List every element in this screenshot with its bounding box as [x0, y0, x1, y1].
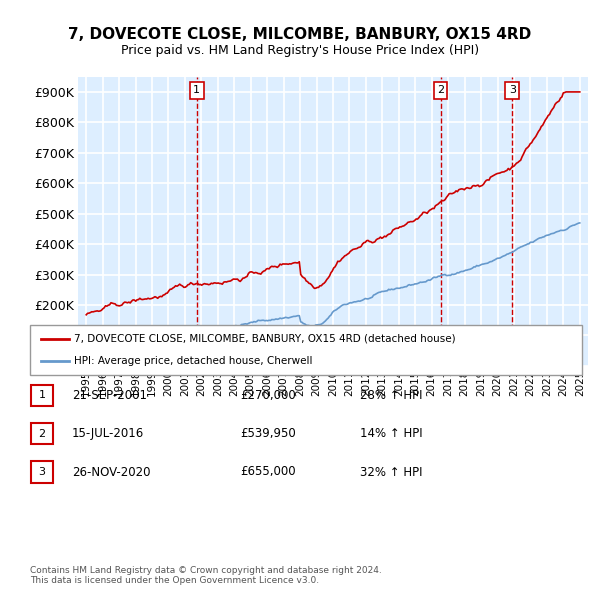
Text: 2: 2	[38, 429, 46, 438]
Text: £539,950: £539,950	[240, 427, 296, 440]
Text: 15-JUL-2016: 15-JUL-2016	[72, 427, 144, 440]
Text: 3: 3	[509, 86, 516, 96]
Text: 26-NOV-2020: 26-NOV-2020	[72, 466, 151, 478]
Text: HPI: Average price, detached house, Cherwell: HPI: Average price, detached house, Cher…	[74, 356, 313, 366]
Text: 28% ↑ HPI: 28% ↑ HPI	[360, 389, 422, 402]
FancyBboxPatch shape	[30, 324, 582, 375]
Text: £270,000: £270,000	[240, 389, 296, 402]
FancyBboxPatch shape	[31, 385, 53, 406]
Text: 14% ↑ HPI: 14% ↑ HPI	[360, 427, 422, 440]
Text: 7, DOVECOTE CLOSE, MILCOMBE, BANBURY, OX15 4RD: 7, DOVECOTE CLOSE, MILCOMBE, BANBURY, OX…	[68, 27, 532, 41]
Text: 21-SEP-2001: 21-SEP-2001	[72, 389, 147, 402]
FancyBboxPatch shape	[31, 461, 53, 483]
Text: £655,000: £655,000	[240, 466, 296, 478]
Text: 7, DOVECOTE CLOSE, MILCOMBE, BANBURY, OX15 4RD (detached house): 7, DOVECOTE CLOSE, MILCOMBE, BANBURY, OX…	[74, 333, 456, 343]
Text: Contains HM Land Registry data © Crown copyright and database right 2024.: Contains HM Land Registry data © Crown c…	[30, 566, 382, 575]
Text: 3: 3	[38, 467, 46, 477]
Text: This data is licensed under the Open Government Licence v3.0.: This data is licensed under the Open Gov…	[30, 576, 319, 585]
Text: 1: 1	[193, 86, 200, 96]
Text: Price paid vs. HM Land Registry's House Price Index (HPI): Price paid vs. HM Land Registry's House …	[121, 44, 479, 57]
Text: 32% ↑ HPI: 32% ↑ HPI	[360, 466, 422, 478]
FancyBboxPatch shape	[31, 423, 53, 444]
Text: 1: 1	[38, 391, 46, 400]
Text: 2: 2	[437, 86, 444, 96]
